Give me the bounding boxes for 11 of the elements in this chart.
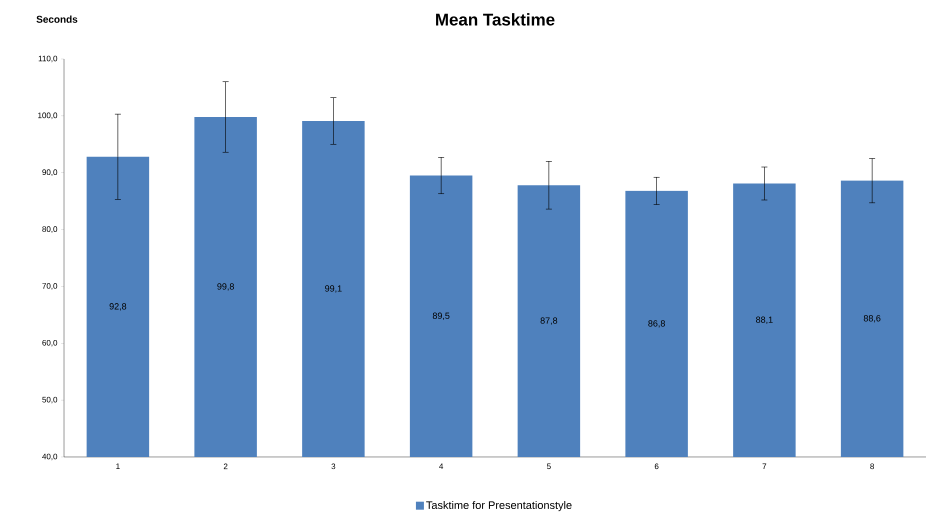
data-label: 86,8	[648, 320, 665, 328]
data-label: 99,1	[325, 285, 342, 293]
data-label: 89,5	[432, 312, 450, 320]
data-label: 88,1	[756, 316, 773, 324]
data-label: 99,8	[217, 283, 234, 291]
y-axis-title: Seconds	[36, 16, 78, 23]
data-label: 92,8	[110, 303, 126, 311]
chart-title: Mean Tasktime	[436, 13, 555, 26]
data-label: 87,8	[540, 317, 558, 325]
legend-label: Tasktime for Presentationstyle	[426, 500, 572, 512]
data-label: 88,6	[864, 315, 880, 323]
